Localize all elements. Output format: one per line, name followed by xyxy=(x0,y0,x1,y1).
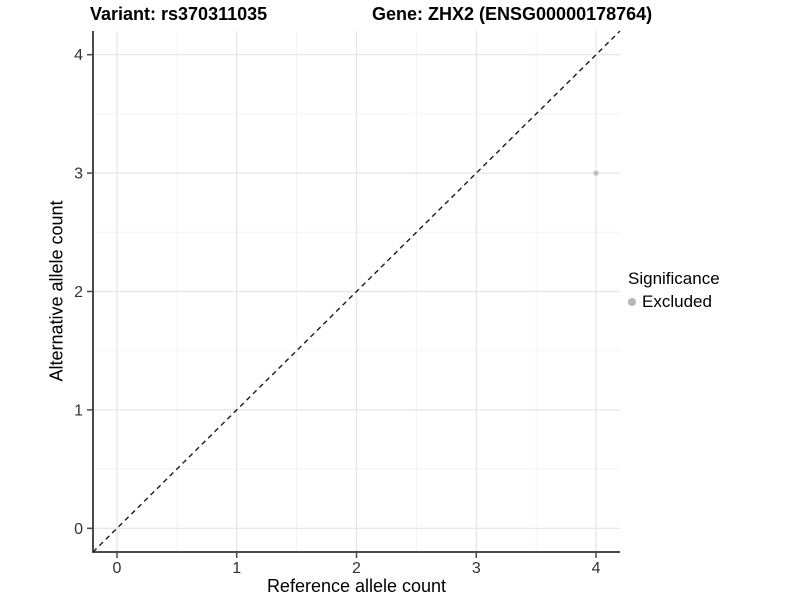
y-tick-label: 2 xyxy=(74,284,83,301)
legend-item-excluded: Excluded xyxy=(628,292,720,312)
legend: Significance Excluded xyxy=(628,269,720,312)
x-axis-title: Reference allele count xyxy=(266,576,447,596)
legend-dot-excluded xyxy=(628,298,636,306)
plot-title-variant: Variant: rs370311035 xyxy=(90,4,268,24)
y-tick-label: 4 xyxy=(74,47,83,64)
y-tick-label: 1 xyxy=(74,402,83,419)
y-tick-label: 0 xyxy=(74,521,83,538)
x-tick-label: 0 xyxy=(113,560,122,577)
plot-title-gene: Gene: ZHX2 (ENSG00000178764) xyxy=(372,4,653,24)
identity-dashed-line xyxy=(92,30,621,553)
legend-item-label: Excluded xyxy=(642,292,712,311)
y-tick-label: 3 xyxy=(74,166,83,183)
x-tick-label: 3 xyxy=(472,560,481,577)
legend-title: Significance xyxy=(628,269,720,288)
x-tick-label: 2 xyxy=(352,560,361,577)
x-tick-label: 4 xyxy=(592,560,601,577)
y-axis-title: Alternative allele count xyxy=(46,200,67,382)
data-point xyxy=(593,170,599,176)
x-tick-label: 1 xyxy=(232,560,241,577)
